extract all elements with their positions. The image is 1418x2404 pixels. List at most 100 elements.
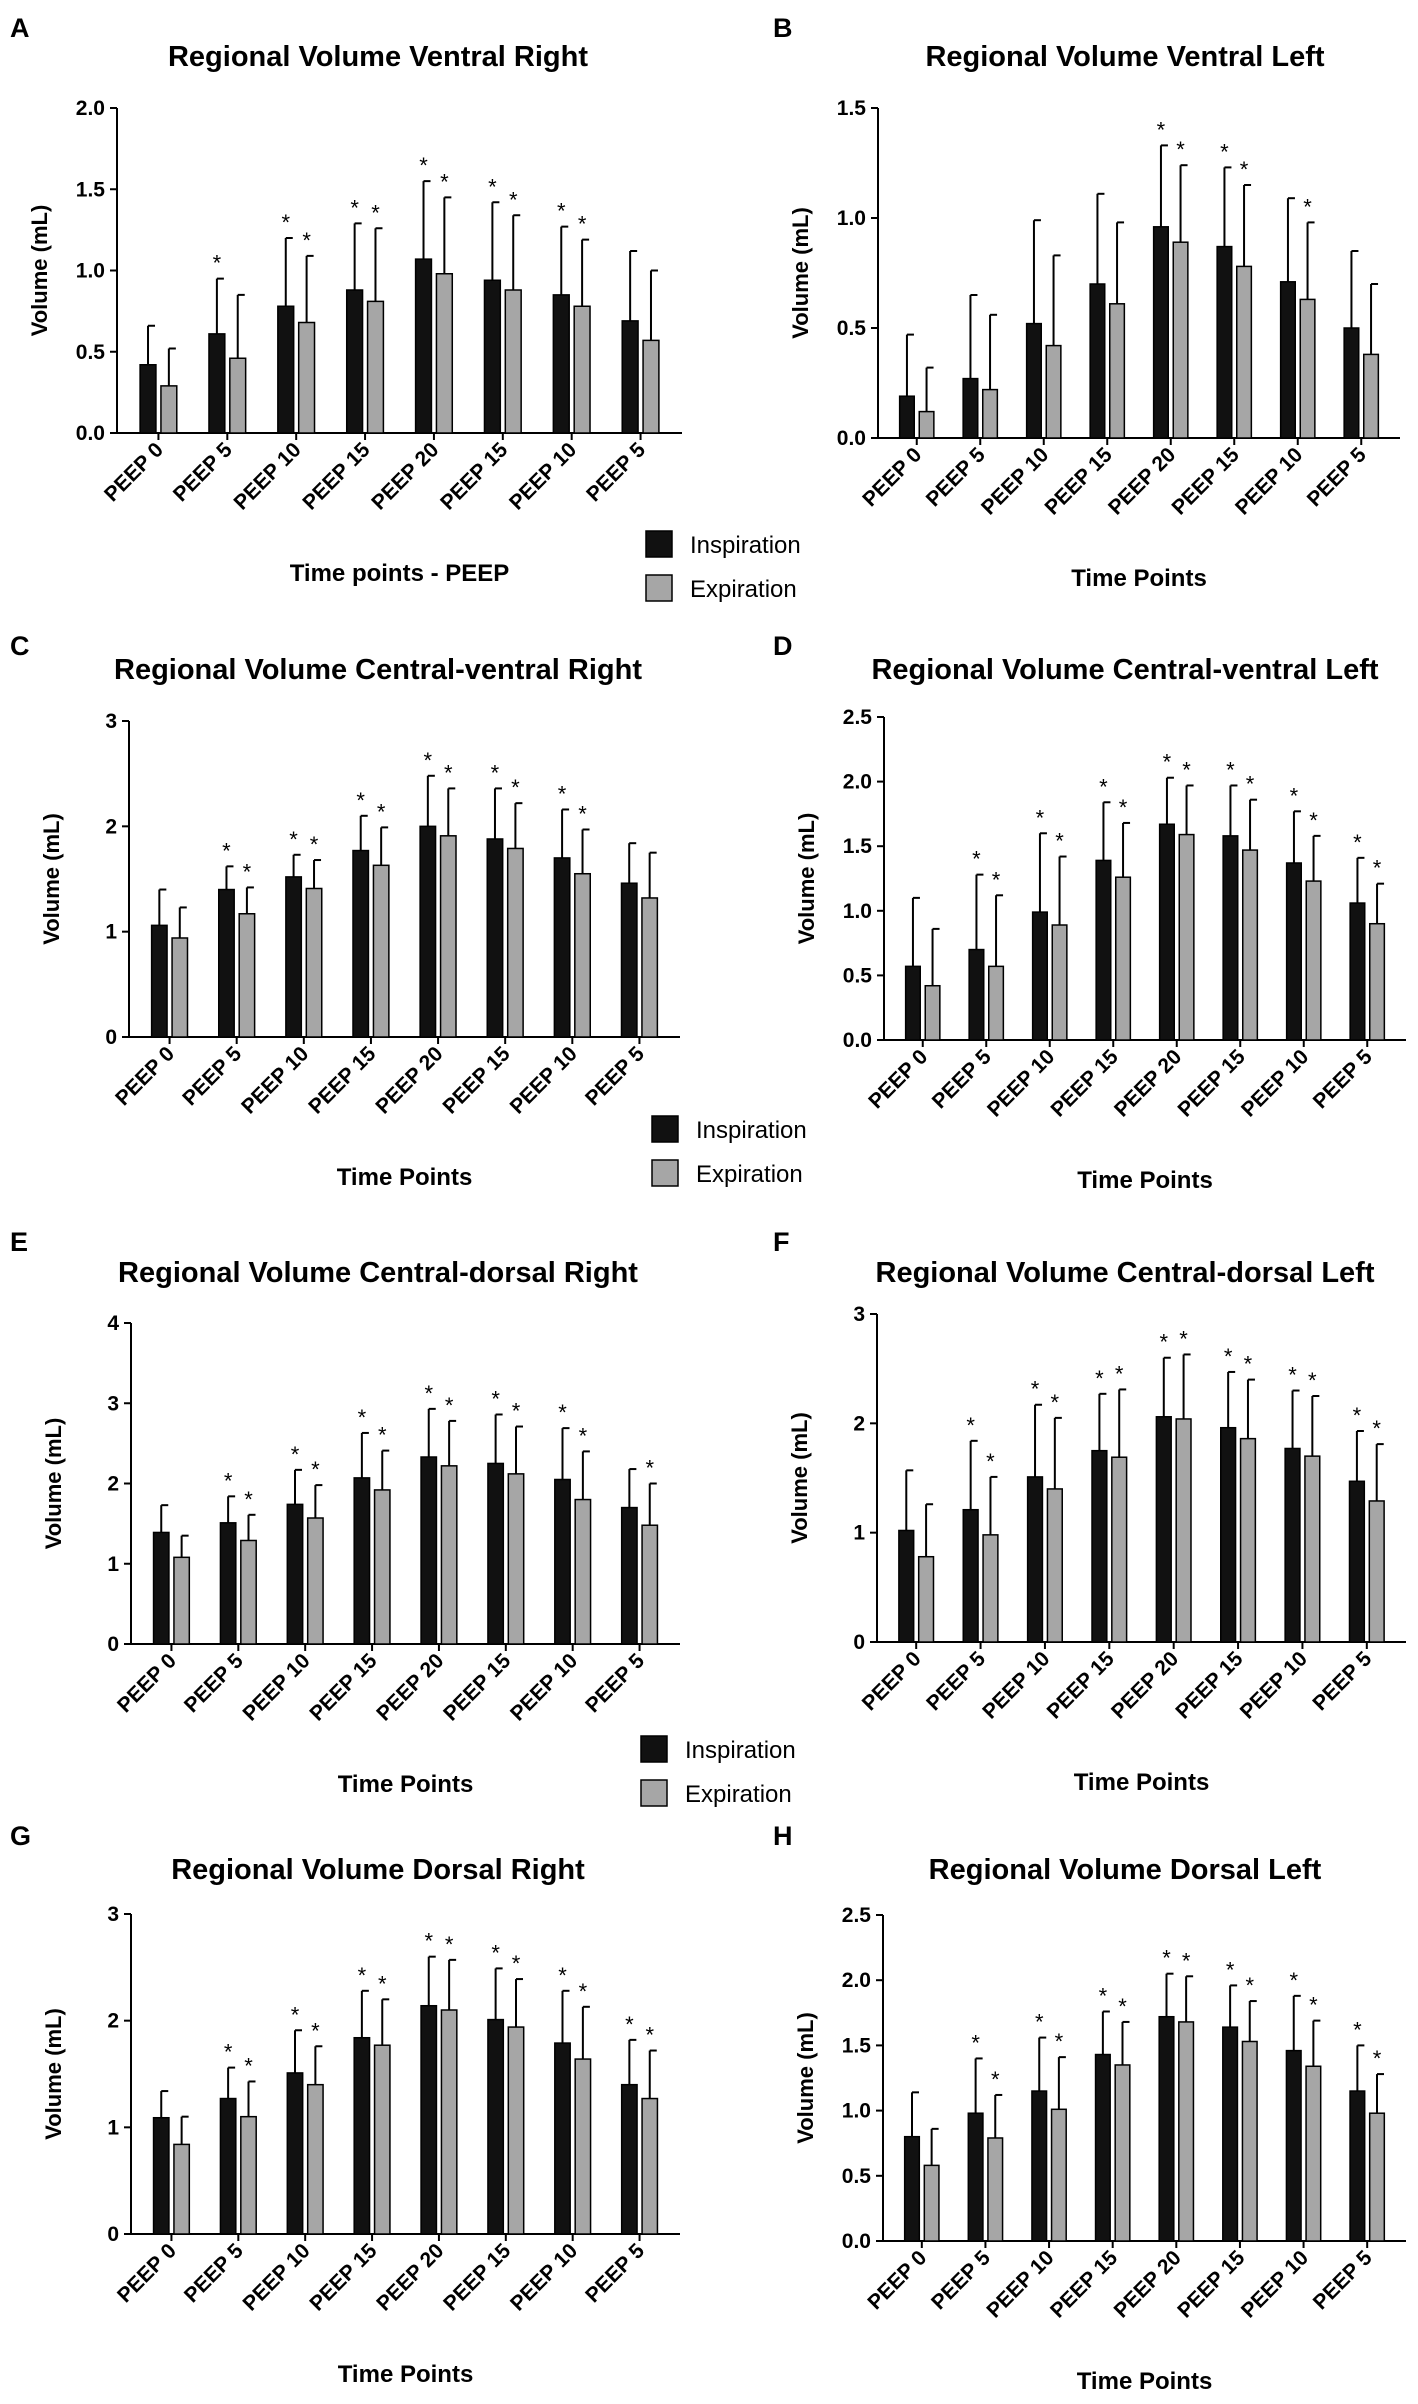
bar-inspiration — [1031, 911, 1049, 1041]
x-tick-label: PEEP 15 — [439, 2239, 515, 2315]
x-tick-label: PEEP 10 — [238, 2239, 314, 2315]
legend-label: Inspiration — [690, 532, 801, 559]
significance-star: * — [424, 1381, 433, 1406]
x-tick-label: PEEP 10 — [505, 438, 581, 514]
chart-title: Regional Volume Central-ventral Right — [114, 654, 642, 686]
bar-expiration — [160, 385, 178, 434]
x-axis-label: Time points - PEEP — [290, 560, 510, 587]
x-tick-label: PEEP 0 — [858, 443, 926, 511]
bar-inspiration — [1095, 859, 1112, 1041]
bar-expiration — [988, 965, 1005, 1041]
x-tick-label: PEEP 15 — [305, 2239, 381, 2315]
bar-expiration — [435, 273, 454, 434]
x-axis-label: Time Points — [337, 1164, 473, 1191]
chart-title: Regional Volume Central-dorsal Left — [876, 1257, 1375, 1289]
x-tick-label: PEEP 5 — [180, 1649, 248, 1717]
significance-star: * — [1099, 1983, 1108, 2008]
significance-star: * — [1244, 1352, 1253, 1377]
significance-star: * — [281, 210, 290, 235]
x-tick-label: PEEP 5 — [581, 2239, 649, 2307]
bar-inspiration — [1222, 835, 1239, 1041]
bar-expiration — [1368, 2112, 1386, 2242]
x-axis-label: Time Points — [1074, 1769, 1210, 1796]
y-tick-label: 1 — [105, 921, 117, 944]
bar-inspiration — [962, 1508, 979, 1643]
bar-inspiration — [1091, 1449, 1108, 1643]
bar-inspiration — [621, 320, 639, 434]
significance-star: * — [1036, 805, 1045, 830]
y-tick-label: 0.5 — [842, 2165, 872, 2188]
significance-star: * — [310, 832, 319, 857]
x-tick-label: PEEP 15 — [1171, 1647, 1247, 1723]
bar-inspiration — [554, 1478, 571, 1645]
x-tick-label: PEEP 5 — [178, 1042, 246, 1110]
x-tick-label: PEEP 15 — [1043, 1647, 1119, 1723]
bar-inspiration — [1220, 1426, 1237, 1643]
bar-expiration — [1369, 922, 1386, 1041]
x-tick-label: PEEP 15 — [1041, 443, 1117, 519]
bar-expiration — [1363, 353, 1380, 439]
significance-star: * — [578, 212, 587, 237]
x-tick-label: PEEP 10 — [506, 1649, 582, 1725]
bar-expiration — [504, 289, 522, 434]
x-tick-label: PEEP 10 — [238, 1649, 314, 1725]
x-tick-label: PEEP 5 — [1308, 1647, 1376, 1715]
x-tick-label: PEEP 15 — [1173, 2246, 1249, 2322]
bar-inspiration — [904, 965, 922, 1041]
significance-star: * — [558, 1963, 567, 1988]
significance-star: * — [424, 1929, 433, 1954]
y-axis-label: Volume (mL) — [794, 813, 819, 945]
significance-star: * — [1220, 139, 1229, 164]
bar-expiration — [924, 984, 941, 1041]
x-tick-label: PEEP 5 — [1309, 2246, 1377, 2314]
significance-star: * — [291, 2002, 300, 2027]
significance-star: * — [1176, 137, 1185, 162]
significance-star: * — [491, 760, 500, 785]
x-axis-label: Time Points — [1077, 1167, 1213, 1194]
bar-inspiration — [1222, 2026, 1239, 2242]
bar-inspiration — [1216, 245, 1233, 439]
bar-expiration — [1305, 880, 1322, 1041]
x-tick-label: PEEP 5 — [581, 1042, 649, 1110]
significance-star: * — [1353, 830, 1362, 855]
y-axis-label: Volume (mL) — [41, 1418, 66, 1550]
y-tick-label: 1 — [107, 2116, 119, 2139]
significance-star: * — [224, 1468, 233, 1493]
x-tick-label: PEEP 10 — [1237, 2246, 1313, 2322]
y-tick-label: 1.5 — [837, 97, 867, 120]
y-tick-label: 2.5 — [843, 706, 873, 729]
x-tick-label: PEEP 15 — [438, 1042, 514, 1118]
legend-label: Expiration — [685, 1781, 792, 1808]
y-tick-label: 1 — [853, 1522, 865, 1545]
x-tick-label: PEEP 10 — [982, 2246, 1058, 2322]
y-tick-label: 2.5 — [842, 1904, 872, 1927]
chart-title: Regional Volume Ventral Right — [168, 41, 588, 73]
x-tick-label: PEEP 15 — [436, 438, 512, 514]
bar-expiration — [1175, 1418, 1192, 1643]
significance-star: * — [444, 760, 453, 785]
significance-star: * — [1303, 194, 1312, 219]
bar-inspiration — [1285, 2049, 1302, 2242]
x-axis-label: Time Points — [1077, 2368, 1213, 2395]
significance-star: * — [966, 1413, 975, 1438]
legend-swatch-inspiration — [651, 1115, 679, 1143]
x-tick-label: PEEP 10 — [1231, 443, 1307, 519]
significance-star: * — [1372, 1416, 1381, 1441]
significance-star: * — [579, 1979, 588, 2004]
y-tick-label: 0 — [853, 1631, 865, 1654]
x-tick-label: PEEP 10 — [1236, 1647, 1312, 1723]
bar-inspiration — [217, 888, 235, 1038]
significance-star: * — [1182, 1948, 1191, 1973]
significance-star: * — [625, 2012, 634, 2037]
x-tick-label: PEEP 10 — [977, 443, 1053, 519]
bar-inspiration — [620, 2083, 638, 2235]
bar-expiration — [1045, 344, 1062, 439]
significance-star: * — [558, 1400, 567, 1425]
significance-star: * — [488, 174, 497, 199]
x-tick-label: PEEP 15 — [1174, 1045, 1250, 1121]
bar-expiration — [240, 2115, 257, 2235]
bar-inspiration — [1284, 1447, 1301, 1643]
bar-expiration — [297, 321, 316, 434]
bar-inspiration — [1025, 322, 1043, 439]
